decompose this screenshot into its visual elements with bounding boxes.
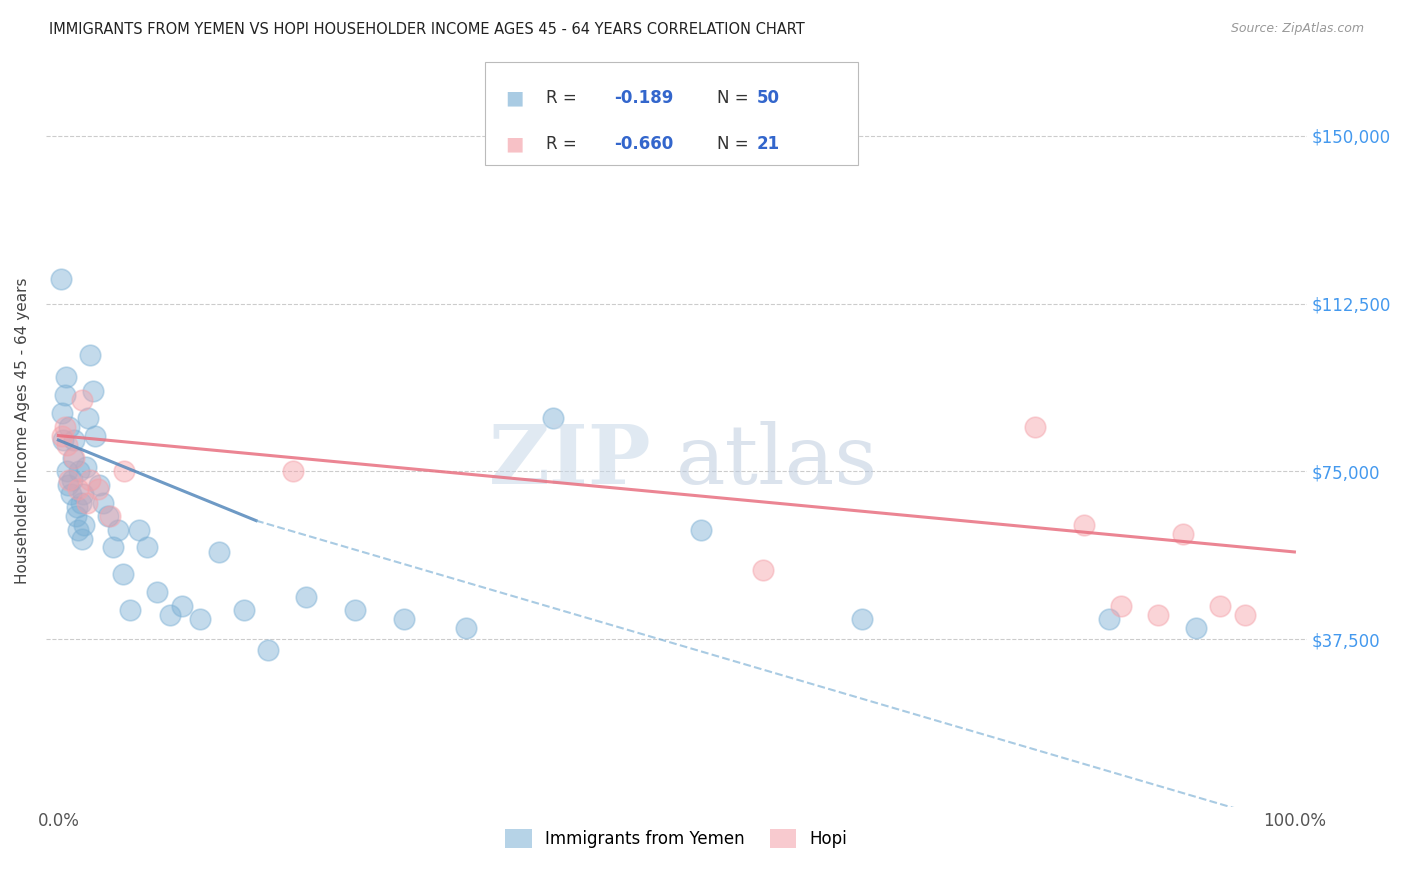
Point (752, 563, 775, 577)
Point (53, 419, 76, 434)
Point (59, 487, 82, 501)
Point (1233, 607, 1256, 622)
Point (107, 523, 129, 537)
Point (75, 459, 97, 474)
Text: ■: ■ (505, 88, 523, 108)
Point (1024, 419, 1046, 434)
Point (1184, 621, 1206, 635)
Text: 21: 21 (756, 135, 779, 153)
Point (67, 523, 90, 537)
Point (53, 388, 76, 402)
Text: ■: ■ (505, 134, 523, 153)
Point (91, 496, 114, 510)
Point (170, 599, 193, 613)
Point (232, 603, 254, 617)
Point (77, 410, 100, 425)
Point (65, 509, 87, 524)
Point (456, 621, 478, 635)
Point (55, 370, 77, 384)
Point (58, 473, 80, 487)
Point (67, 464, 90, 478)
Point (257, 643, 280, 657)
Point (70, 392, 93, 407)
Text: Source: ZipAtlas.com: Source: ZipAtlas.com (1230, 22, 1364, 36)
Y-axis label: Householder Income Ages 45 - 64 years: Householder Income Ages 45 - 64 years (15, 277, 30, 584)
Text: 50: 50 (756, 89, 779, 107)
Point (89, 478, 111, 492)
Point (283, 464, 305, 478)
Point (70, 532, 93, 546)
Point (49, 272, 72, 286)
Point (1111, 599, 1133, 613)
Point (111, 567, 134, 582)
Point (73, 518, 96, 533)
Point (190, 612, 212, 626)
Point (58, 419, 80, 434)
Point (851, 612, 873, 626)
Point (58, 478, 80, 492)
Point (69, 496, 91, 510)
Legend: Immigrants from Yemen, Hopi: Immigrants from Yemen, Hopi (499, 822, 855, 855)
Point (1209, 599, 1232, 613)
Point (84, 428, 107, 442)
Point (101, 541, 124, 555)
Text: R =: R = (546, 89, 576, 107)
Point (79, 348, 101, 362)
Point (112, 464, 135, 478)
Point (97, 509, 120, 524)
Point (79, 473, 101, 487)
Text: -0.660: -0.660 (614, 135, 673, 153)
Text: -0.189: -0.189 (614, 89, 673, 107)
Point (1147, 607, 1170, 622)
Point (690, 523, 713, 537)
Point (394, 612, 416, 626)
Point (56, 464, 79, 478)
Point (343, 603, 366, 617)
Point (146, 585, 169, 599)
Point (82, 384, 104, 398)
Point (63, 450, 86, 465)
Point (60, 473, 83, 487)
Point (62, 450, 84, 465)
Text: R =: R = (546, 135, 576, 153)
Text: IMMIGRANTS FROM YEMEN VS HOPI HOUSEHOLDER INCOME AGES 45 - 64 YEARS CORRELATION : IMMIGRANTS FROM YEMEN VS HOPI HOUSEHOLDE… (49, 22, 806, 37)
Point (66, 500, 89, 515)
Point (1173, 527, 1195, 541)
Point (128, 523, 150, 537)
Point (56, 437, 79, 451)
Point (87, 483, 110, 497)
Point (1073, 518, 1095, 533)
Point (541, 410, 564, 425)
Point (1098, 612, 1121, 626)
Point (159, 607, 181, 622)
Text: atlas: atlas (676, 421, 879, 501)
Point (67, 483, 90, 497)
Point (136, 541, 159, 555)
Point (76, 496, 98, 510)
Point (51, 428, 73, 442)
Text: ZIP: ZIP (488, 421, 651, 501)
Point (98, 509, 121, 524)
Text: N =: N = (717, 89, 748, 107)
Point (52, 433, 75, 447)
Point (63, 433, 86, 447)
Point (51, 406, 73, 420)
Point (294, 590, 316, 604)
Point (118, 603, 141, 617)
Text: N =: N = (717, 135, 748, 153)
Point (72, 487, 94, 501)
Point (208, 545, 231, 559)
